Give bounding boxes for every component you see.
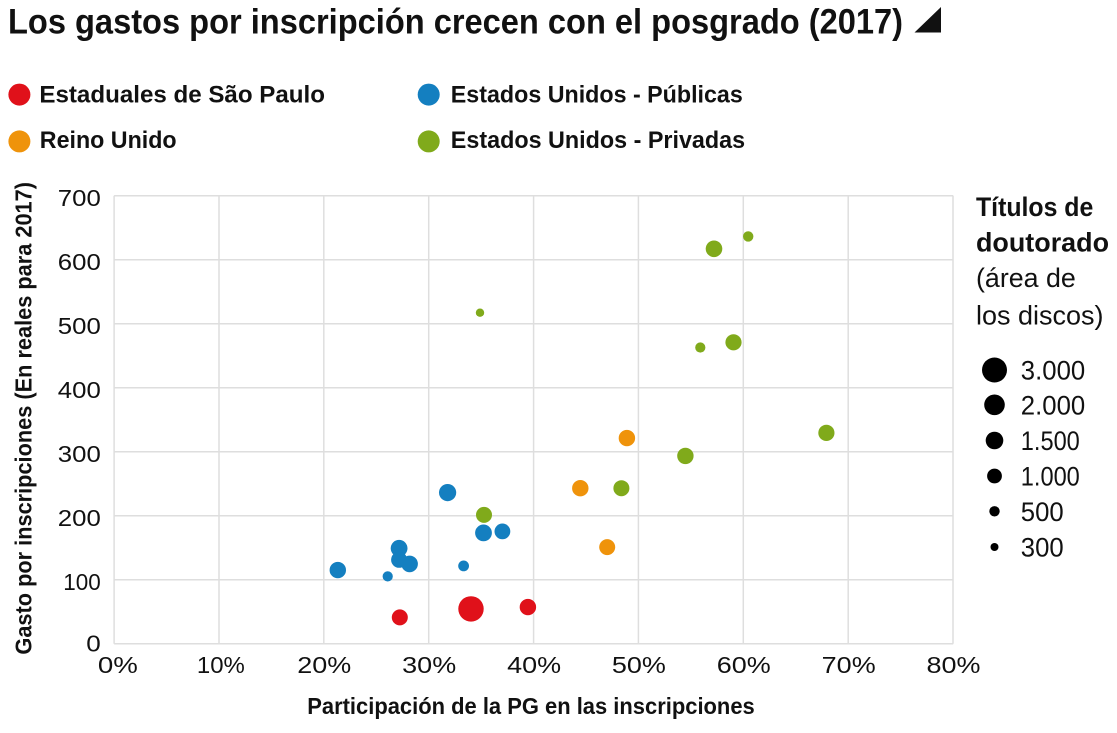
- svg-text:Títulos de: Títulos de: [976, 192, 1093, 222]
- svg-text:60%: 60%: [717, 652, 771, 678]
- svg-text:0: 0: [86, 631, 101, 657]
- svg-text:300: 300: [1021, 533, 1064, 563]
- svg-text:400: 400: [58, 377, 101, 403]
- svg-text:Estados Unidos - Privadas: Estados Unidos - Privadas: [451, 127, 745, 154]
- svg-text:Estaduales de São Paulo: Estaduales de São Paulo: [39, 81, 325, 108]
- svg-text:80%: 80%: [927, 652, 981, 678]
- svg-text:2.000: 2.000: [1021, 390, 1085, 420]
- svg-text:500: 500: [1021, 497, 1064, 527]
- svg-text:doutorado: doutorado: [976, 227, 1109, 257]
- svg-text:Estados Unidos - Públicas: Estados Unidos - Públicas: [451, 81, 743, 108]
- svg-text:1.500: 1.500: [1021, 426, 1080, 456]
- svg-text:700: 700: [58, 185, 101, 211]
- svg-text:Gasto por inscripciones (En re: Gasto por inscripciones (En reales para …: [11, 182, 37, 655]
- svg-text:3.000: 3.000: [1021, 356, 1085, 386]
- svg-text:600: 600: [58, 249, 101, 275]
- svg-text:40%: 40%: [507, 652, 561, 678]
- svg-text:Participación de la PG en las: Participación de la PG en las inscripcio…: [307, 693, 755, 719]
- svg-text:10%: 10%: [197, 652, 245, 678]
- svg-text:50%: 50%: [612, 652, 666, 678]
- svg-text:100: 100: [63, 569, 101, 595]
- svg-text:200: 200: [58, 505, 101, 531]
- svg-text:70%: 70%: [822, 652, 876, 678]
- svg-text:1.000: 1.000: [1021, 462, 1080, 492]
- svg-text:20%: 20%: [297, 652, 351, 678]
- svg-text:los discos): los discos): [976, 301, 1104, 331]
- svg-text:Reino Unido: Reino Unido: [40, 127, 177, 154]
- svg-text:300: 300: [58, 441, 101, 467]
- svg-text:500: 500: [58, 313, 101, 339]
- svg-text:Los gastos por inscripción cre: Los gastos por inscripción crecen con el…: [8, 3, 903, 42]
- svg-text:30%: 30%: [402, 652, 456, 678]
- svg-text:(área de: (área de: [976, 263, 1076, 293]
- svg-text:0%: 0%: [98, 652, 138, 678]
